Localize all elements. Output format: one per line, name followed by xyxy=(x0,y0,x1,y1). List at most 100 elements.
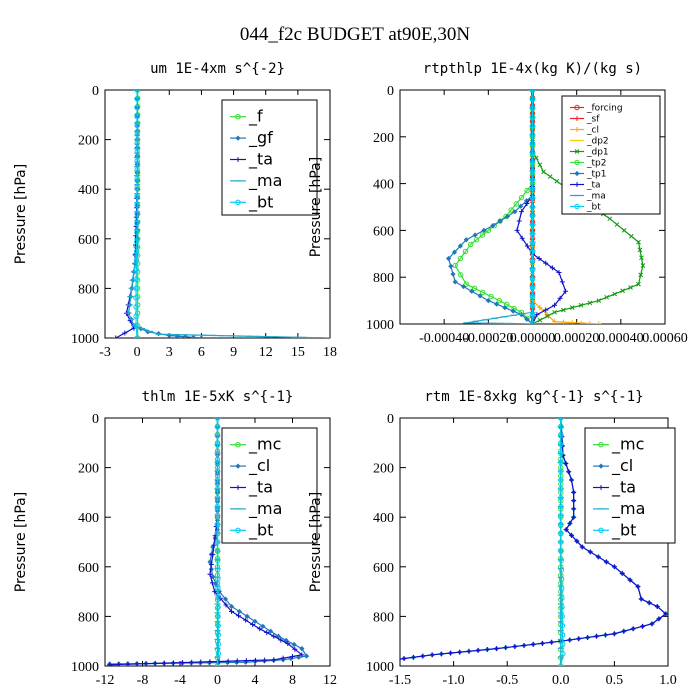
data-point-bt xyxy=(134,202,140,208)
data-point-dp1 xyxy=(537,162,543,168)
data-point-bt xyxy=(134,239,140,245)
data-point-ta xyxy=(133,214,139,220)
x-tick-label: 8 xyxy=(289,673,296,688)
data-point-gf xyxy=(182,334,188,338)
data-point-bt xyxy=(529,141,536,147)
y-tick-label: 200 xyxy=(373,462,394,477)
data-point-cl xyxy=(596,321,602,324)
data-point-ta xyxy=(243,658,249,664)
data-point-ta xyxy=(549,639,555,645)
y-axis-label: Pressure [hPa] xyxy=(308,157,324,257)
data-point-ta xyxy=(211,542,217,548)
y-tick-label: 400 xyxy=(373,511,394,526)
data-point-bt xyxy=(133,257,140,264)
data-point-cl xyxy=(260,623,266,629)
y-tick-label: 400 xyxy=(78,511,99,526)
data-point-ta xyxy=(611,564,617,570)
data-point-tp1 xyxy=(524,316,530,322)
legend-marker xyxy=(235,463,241,469)
data-point-bt xyxy=(529,267,536,273)
legend-marker xyxy=(235,157,241,162)
legend-label: _bt xyxy=(586,203,601,213)
data-point-ta xyxy=(530,641,536,647)
data-point-ta xyxy=(539,640,545,646)
data-point-dp1 xyxy=(596,298,602,303)
data-point-bt xyxy=(134,105,140,111)
data-point-bt xyxy=(134,122,140,129)
data-point-ta xyxy=(280,655,286,661)
legend-marker xyxy=(574,170,580,177)
data-point-bt xyxy=(558,585,565,592)
data-point-ta xyxy=(621,628,627,634)
data-point-bt xyxy=(133,295,139,301)
data-point-ta xyxy=(223,602,229,608)
x-tick-label: 15 xyxy=(291,345,305,360)
series-line-bt xyxy=(560,418,564,666)
data-point-dp1 xyxy=(607,216,613,222)
legend-label: _bt xyxy=(611,520,636,540)
data-point-bt xyxy=(214,441,221,448)
data-point-bt xyxy=(134,96,140,102)
data-point-tp1 xyxy=(469,288,475,294)
data-point-bt xyxy=(529,222,536,228)
data-point-ta xyxy=(152,660,158,666)
data-point-ta xyxy=(656,616,662,622)
data-point-bt xyxy=(134,220,140,227)
data-point-ta xyxy=(207,659,213,665)
data-point-ta xyxy=(250,621,256,627)
data-point-cl xyxy=(228,603,235,610)
data-point-ta xyxy=(571,489,577,495)
data-point-tp2 xyxy=(524,187,530,194)
data-point-ta xyxy=(290,653,295,659)
legend-marker xyxy=(574,149,580,154)
data-point-ta xyxy=(557,295,563,301)
x-tick-label: 0.0 xyxy=(552,673,570,688)
data-point-dp1 xyxy=(547,174,553,179)
data-point-bt xyxy=(529,114,536,120)
data-point-bt xyxy=(558,548,564,554)
data-point-tp1 xyxy=(450,271,456,277)
y-axis-label: Pressure [hPa] xyxy=(308,492,324,592)
data-point-cl xyxy=(299,646,305,652)
data-point-bt xyxy=(529,231,536,237)
data-point-ta xyxy=(594,633,600,639)
data-point-dp1 xyxy=(639,255,644,261)
data-point-ta xyxy=(292,646,298,652)
data-point-cl xyxy=(560,319,566,324)
legend-marker xyxy=(235,485,241,490)
data-point-cl xyxy=(569,320,575,324)
data-point-bt xyxy=(529,96,536,102)
data-point-bt xyxy=(559,595,565,601)
data-point-ta xyxy=(229,608,235,614)
x-tick-label: 0.5 xyxy=(606,673,624,688)
data-point-tp1 xyxy=(504,213,511,219)
data-point-ta xyxy=(234,658,240,664)
y-tick-label: 1000 xyxy=(366,660,394,675)
data-point-bt xyxy=(558,450,564,457)
data-point-ta xyxy=(262,657,268,663)
legend-label: _cl xyxy=(611,456,633,476)
data-point-bt xyxy=(558,459,564,465)
data-point-bt xyxy=(559,604,565,610)
data-point-cl xyxy=(206,660,212,666)
panel-2: rtpthlp 1E-4x(kg K)/(kg s) Pressure [hPa]… xyxy=(308,61,688,346)
y-tick-label: 0 xyxy=(387,84,394,99)
data-point-bt xyxy=(559,623,566,629)
data-point-bt xyxy=(558,418,564,421)
data-point-ta xyxy=(122,330,128,336)
data-point-ta xyxy=(646,600,652,606)
data-point-tp1 xyxy=(518,203,524,209)
data-point-bt xyxy=(558,477,564,483)
legend-marker xyxy=(574,203,580,210)
data-point-tp1 xyxy=(477,293,483,299)
x-tick-label: -1.0 xyxy=(443,673,465,688)
data-point-dp1 xyxy=(636,239,641,245)
legend-marker xyxy=(574,159,580,166)
data-point-bt xyxy=(215,567,221,573)
data-point-ta xyxy=(627,577,633,583)
data-point-bt xyxy=(215,613,221,620)
data-point-bt xyxy=(529,159,536,165)
data-point-bt xyxy=(558,486,564,492)
data-point-ta xyxy=(236,613,242,619)
data-point-ta xyxy=(212,589,218,595)
